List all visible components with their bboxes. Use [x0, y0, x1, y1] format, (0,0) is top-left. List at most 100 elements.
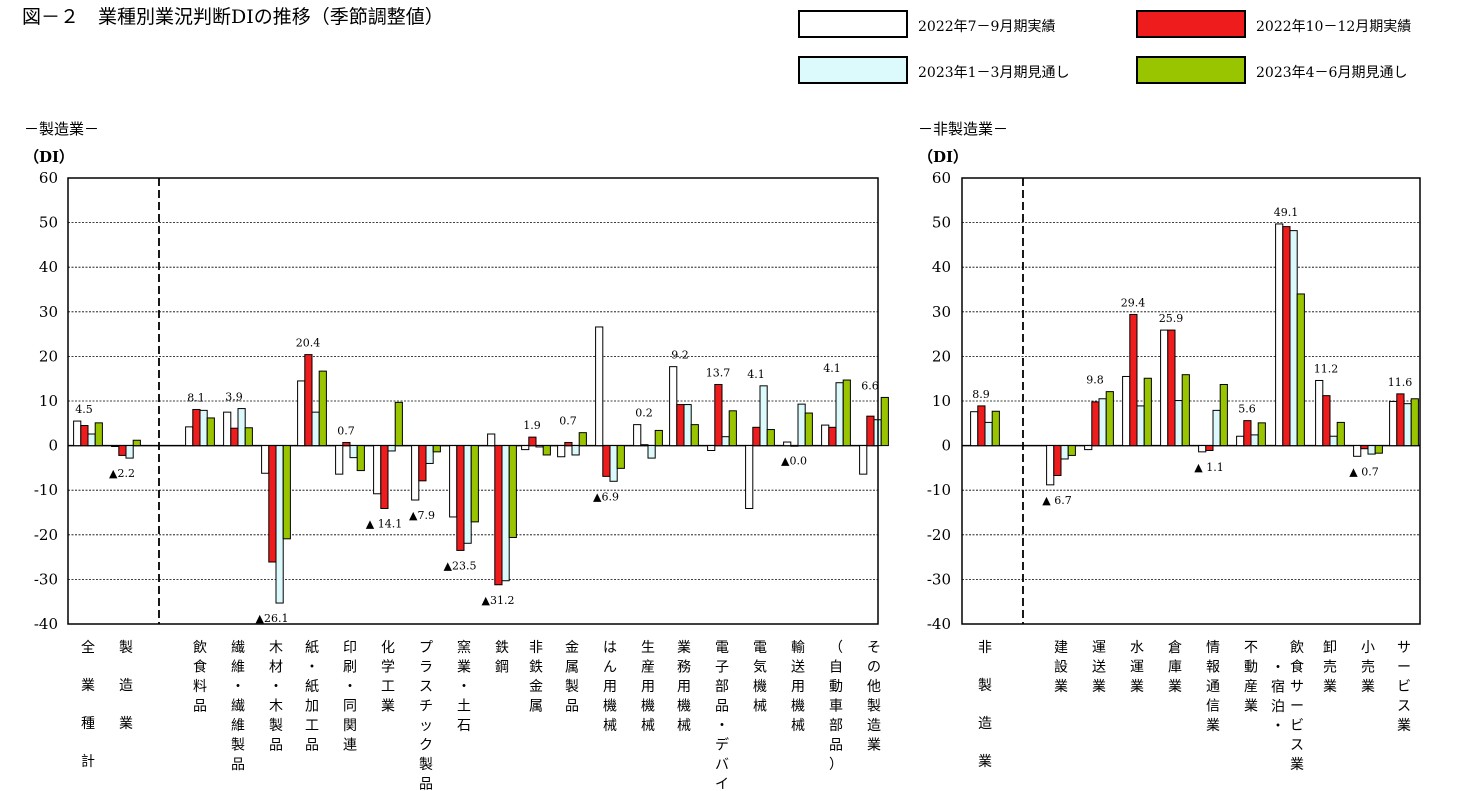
mfg-bar: [356, 445, 365, 472]
svg-text:電: 電: [715, 640, 729, 656]
svg-text:属: 属: [565, 660, 579, 676]
svg-text:印: 印: [343, 640, 357, 656]
mfg-y-tick-label: 20: [39, 347, 58, 365]
nonmfg-bar: [1275, 223, 1284, 447]
mfg-data-label: ▲26.1: [256, 612, 289, 625]
svg-text:維: 維: [231, 718, 245, 734]
svg-text:輸: 輸: [791, 640, 805, 656]
svg-text:品: 品: [565, 699, 579, 715]
mfg-bar: [542, 445, 551, 456]
nonmfg-bar: [1282, 226, 1291, 447]
mfg-y-tick-label: 30: [39, 303, 58, 321]
svg-text:業: 業: [978, 754, 992, 770]
svg-text:刷: 刷: [343, 660, 357, 676]
svg-text:非: 非: [978, 640, 992, 656]
mfg-data-label: ▲2.2: [109, 467, 135, 480]
svg-text:木: 木: [269, 640, 283, 656]
svg-text:ー: ー: [1290, 699, 1304, 715]
mfg-bar: [87, 433, 96, 447]
nonmfg-data-label: ▲ 6.7: [1042, 494, 1071, 507]
svg-text:卸: 卸: [1323, 640, 1337, 656]
nonmfg-bar: [1257, 422, 1266, 447]
nonmfg-bar: [1174, 400, 1183, 447]
mfg-data-label: 6.6: [861, 379, 879, 392]
mfg-bar: [318, 370, 327, 447]
nonmfg-bar: [1236, 435, 1245, 447]
svg-text:）: ）: [829, 757, 843, 773]
nonmfg-bar: [1046, 445, 1055, 486]
nonmfg-category-label: 小売業: [1361, 640, 1375, 695]
y-unit-nonmanufacturing: （DI）: [918, 148, 969, 166]
svg-text:品: 品: [193, 699, 207, 715]
mfg-y-tick-label: 50: [39, 214, 58, 232]
svg-text:製: 製: [867, 699, 881, 715]
svg-text:ん: ん: [603, 660, 617, 676]
svg-text:同: 同: [343, 699, 357, 715]
nonmfg-category-label: 水運業: [1130, 640, 1144, 695]
mfg-category-label: 鉄鋼: [495, 640, 509, 676]
nonmfg-bar: [1181, 374, 1190, 447]
svg-text:品: 品: [231, 757, 245, 773]
svg-text:機: 機: [603, 699, 617, 715]
svg-text:不: 不: [1244, 640, 1258, 656]
mfg-bar: [432, 445, 441, 453]
nonmfg-y-tick-label: 10: [932, 392, 951, 410]
mfg-y-tick-label: -10: [34, 481, 58, 499]
mfg-bar: [456, 445, 465, 551]
svg-text:部: 部: [715, 679, 729, 695]
nonmfg-bar: [1205, 445, 1214, 452]
svg-text:泊: 泊: [1271, 699, 1285, 715]
nonmfg-bar: [1410, 398, 1419, 447]
mfg-bar: [244, 427, 253, 447]
svg-text:用: 用: [641, 679, 655, 695]
svg-text:連: 連: [343, 738, 357, 754]
nonmfg-bar: [1136, 405, 1145, 447]
nonmfg-bar: [977, 405, 986, 447]
svg-text:業: 業: [119, 716, 133, 732]
mfg-data-label: ▲0.0: [781, 455, 807, 468]
svg-text:気: 気: [753, 660, 767, 676]
nonmfg-data-label: ▲ 1.1: [1194, 461, 1223, 474]
mfg-bar: [449, 445, 458, 518]
svg-text:品: 品: [419, 777, 433, 791]
mfg-bar: [111, 445, 120, 447]
nonmfg-data-label: 8.9: [972, 388, 990, 401]
mfg-bar: [683, 404, 692, 447]
mfg-bar: [304, 354, 313, 447]
nonmfg-bar: [1322, 395, 1331, 447]
svg-text:食: 食: [1290, 659, 1304, 676]
mfg-data-label: 4.5: [75, 403, 93, 416]
legend-label-jan-mar-2023: 2023年1－3月期見通し: [918, 65, 1070, 81]
mfg-plot-frame: [67, 177, 879, 625]
mfg-data-label: 1.9: [523, 419, 541, 432]
mfg-bar: [463, 445, 472, 544]
mfg-bar: [94, 422, 103, 447]
svg-text:通: 通: [1206, 679, 1220, 695]
mfg-bar: [633, 424, 642, 447]
svg-text:業: 業: [677, 640, 691, 656]
nonmfg-bar: [970, 411, 979, 447]
legend-swatch-jul-sep-2022: [798, 10, 908, 38]
svg-text:倉: 倉: [1168, 640, 1182, 656]
svg-text:・: ・: [715, 718, 729, 734]
svg-text:製: 製: [978, 678, 992, 694]
nonmfg-bar: [1067, 445, 1076, 456]
nonmfg-data-label: 5.6: [1238, 403, 1256, 416]
svg-text:業: 業: [81, 678, 95, 694]
svg-text:・: ・: [305, 660, 319, 676]
mfg-bar: [418, 445, 427, 482]
svg-text:土: 土: [457, 699, 471, 715]
svg-text:種: 種: [81, 716, 95, 732]
mfg-bar: [80, 425, 89, 447]
mfg-bar: [842, 379, 851, 447]
svg-text:械: 械: [753, 699, 767, 715]
mfg-bar: [342, 441, 351, 447]
svg-text:サ: サ: [1290, 679, 1304, 695]
svg-text:造: 造: [867, 718, 881, 734]
nonmfg-y-tick-label: 0: [941, 437, 951, 455]
nonmfg-bar: [1060, 445, 1069, 460]
nonmfg-bar: [1353, 445, 1362, 457]
